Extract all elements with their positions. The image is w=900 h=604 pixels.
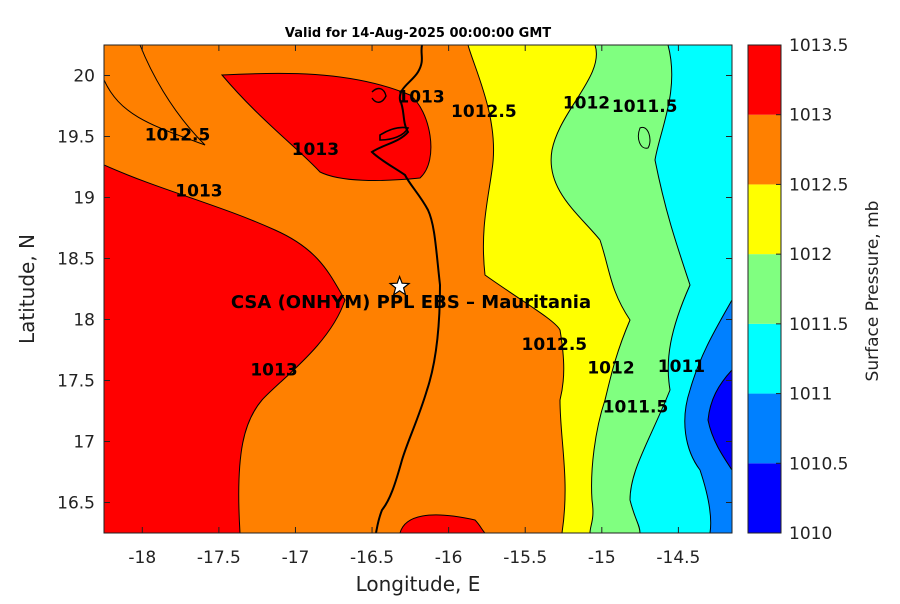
band-1010 [707, 369, 732, 471]
colorbar-tick-label: 1013.5 [789, 36, 848, 56]
y-tick-label: 19 [73, 189, 95, 209]
y-tick-label: 17.5 [57, 372, 95, 392]
x-tick-label: -17.5 [197, 548, 241, 568]
colorbar-swatch [748, 184, 781, 255]
colorbar-tick-label: 1013 [789, 106, 832, 126]
colorbar: 1010 1010.5 1011 1011.5 1012 1012.5 1013 1013.5 [747, 36, 848, 544]
contour-label: 1012.5 [522, 335, 588, 355]
colorbar-tick-label: 1011.5 [789, 315, 848, 335]
plot-frame [103, 44, 733, 534]
x-tick-label: -14.5 [656, 548, 700, 568]
colorbar-swatch [748, 393, 781, 464]
site-marker [388, 274, 411, 297]
colorbar-tick-label: 1010.5 [789, 454, 848, 474]
coastline-spit [371, 87, 387, 103]
contour-label: 1012 [563, 94, 610, 114]
colorbar-tick-label: 1010 [789, 524, 832, 544]
y-tick-label: 16.5 [57, 494, 95, 514]
y-tick-label: 17 [73, 433, 95, 453]
band-1013-cell [220, 72, 432, 181]
y-axis: 16.5 17 17.5 18 18.5 19 19.5 20 [57, 67, 732, 514]
contour-label: 1011.5 [612, 97, 678, 117]
contour-label: 1013 [175, 181, 222, 201]
x-tick-label: -15.5 [503, 548, 547, 568]
site-star-icon [388, 274, 411, 297]
x-tick-label: -16 [435, 548, 463, 568]
coastline [370, 45, 442, 533]
x-tick-label: -18 [128, 548, 156, 568]
y-tick-label: 18.5 [57, 250, 95, 270]
band-1013-south [399, 514, 486, 533]
band-1012.5-nw [104, 45, 206, 146]
chart-title: Valid for 14-Aug-2025 00:00:00 GMT [285, 26, 551, 41]
coastline-island [379, 126, 410, 141]
contour-label: 1011.5 [603, 397, 669, 417]
contour-label: 1013 [250, 361, 297, 381]
x-axis: -18 -17.5 -17 -16.5 -16 -15.5 -15 -14.5 [128, 45, 700, 568]
colorbar-tick-label: 1012.5 [789, 175, 848, 195]
x-tick-label: -15 [588, 548, 616, 568]
colorbar-swatch [748, 114, 781, 185]
contour-label: 1013 [292, 140, 339, 160]
y-tick-label: 18 [73, 311, 95, 331]
y-tick-label: 19.5 [57, 128, 95, 148]
colorbar-tick-label: 1012 [789, 245, 832, 265]
x-axis-label: Longitude, E [356, 572, 481, 596]
contour-label: 1012.5 [145, 125, 211, 145]
y-axis-label: Latitude, N [15, 234, 39, 344]
contour-label: 1011 [658, 357, 705, 377]
colorbar-frame [747, 44, 782, 534]
contour-label: 1012 [587, 358, 634, 378]
x-tick-label: -17 [282, 548, 310, 568]
colorbar-swatch [748, 45, 781, 115]
site-label: CSA (ONHYM) PPL EBS – Mauritania [231, 292, 591, 313]
contour-fill [104, 45, 732, 533]
colorbar-swatch [748, 463, 781, 533]
colorbar-swatch [748, 254, 781, 324]
contour-label: 1013 [397, 87, 444, 107]
y-tick-label: 20 [73, 67, 95, 87]
x-tick-label: -16.5 [350, 548, 394, 568]
colorbar-label: Surface Pressure, mb [863, 201, 883, 382]
colorbar-swatch [748, 323, 781, 394]
contour-label: 1012.5 [451, 102, 517, 122]
band-1011.5-blob [637, 126, 651, 149]
colorbar-tick-label: 1011 [789, 385, 832, 405]
